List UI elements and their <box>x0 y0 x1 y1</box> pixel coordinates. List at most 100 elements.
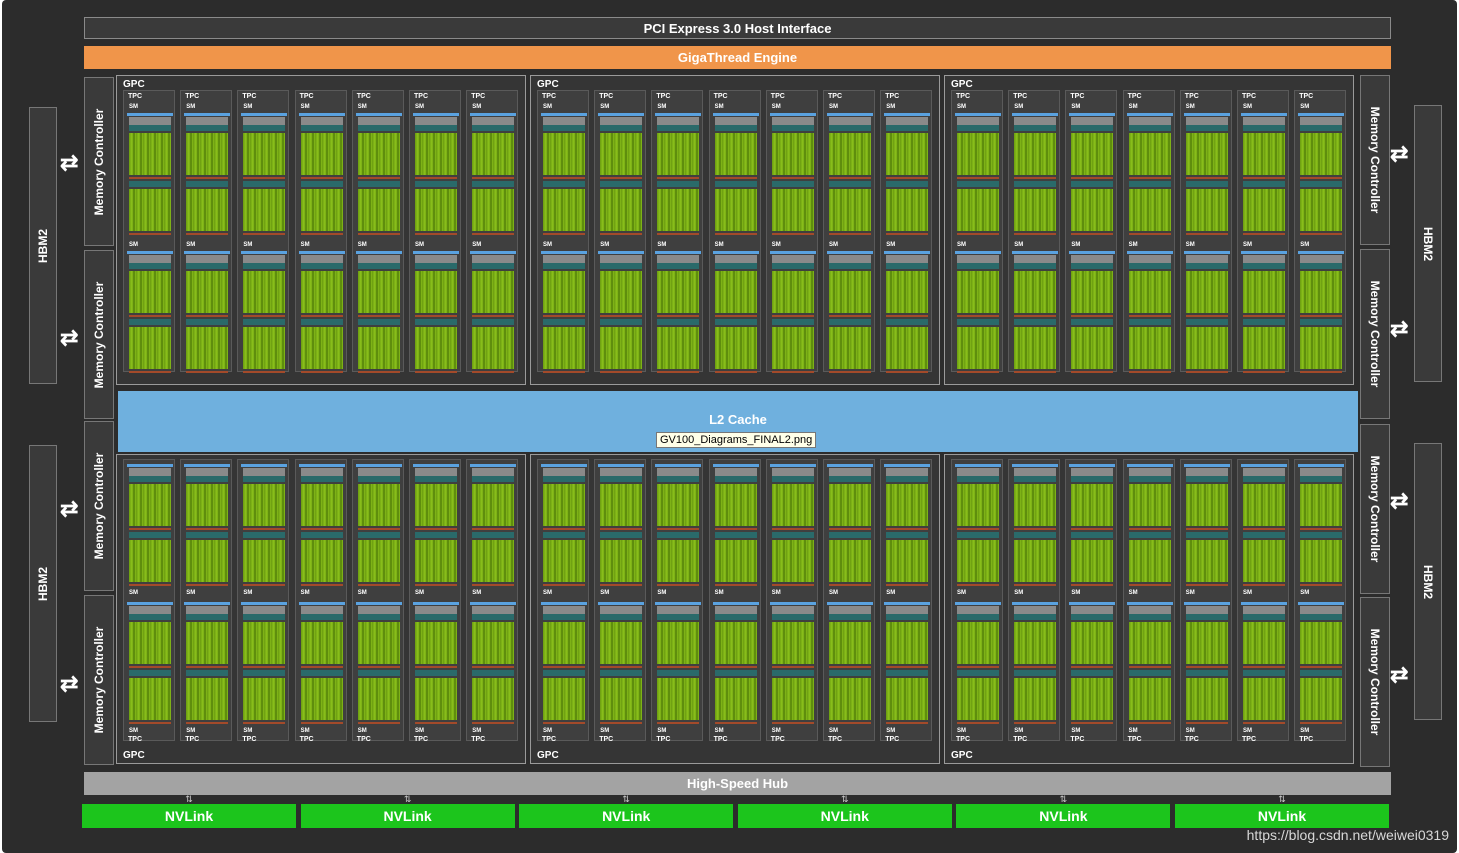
sm-red-segment <box>186 584 229 586</box>
sm-cores-segment <box>415 327 457 369</box>
sm-cores-segment <box>886 484 929 526</box>
sm-blue-segment <box>827 251 873 254</box>
sm-teal-segment <box>886 181 929 187</box>
sm-blue-segment <box>1012 464 1059 467</box>
sm-cores-segment <box>657 327 700 369</box>
sm-cores-segment <box>1071 484 1114 526</box>
sm-grey-segment <box>1014 468 1057 476</box>
sm-label: SM <box>1185 728 1195 734</box>
sm-label: SM <box>129 728 138 734</box>
tpc-block: TPC SM SM <box>765 90 818 373</box>
sm-cores-segment <box>543 189 585 231</box>
streaming-multiprocessor <box>598 111 645 237</box>
sm-red-segment <box>771 371 814 373</box>
sm-grey-segment <box>657 255 700 263</box>
sm-red-segment <box>357 177 400 179</box>
sm-cores-segment <box>1243 622 1285 664</box>
tpc-block: SM SM TPC <box>409 459 461 743</box>
sm-red-segment <box>1128 722 1171 724</box>
sm-teal-segment <box>543 476 585 482</box>
sm-teal-segment <box>829 670 871 676</box>
tpc-block: SM SM TPC <box>466 459 519 743</box>
sm-grey-segment <box>600 117 643 125</box>
sm-grey-segment <box>771 606 814 614</box>
sm-cores-segment <box>886 327 929 369</box>
sm-label: SM <box>415 728 424 734</box>
sm-red-segment <box>657 177 700 179</box>
sm-red-segment <box>415 722 457 724</box>
sm-grey-segment <box>1014 255 1057 263</box>
memory-controller-label: Memory Controller <box>92 626 106 734</box>
sm-red-segment <box>600 584 643 586</box>
sm-red-segment <box>1071 177 1114 179</box>
sm-label: SM <box>543 728 552 734</box>
sm-cores-segment <box>957 484 999 526</box>
sm-cores-segment <box>300 678 343 720</box>
sm-grey-segment <box>300 117 343 125</box>
streaming-multiprocessor <box>884 600 931 726</box>
sm-red-segment <box>600 177 643 179</box>
streaming-multiprocessor <box>298 111 345 237</box>
sm-grey-segment <box>543 117 585 125</box>
sm-grey-segment <box>1300 255 1343 263</box>
sm-blue-segment <box>1069 113 1116 116</box>
sm-red-segment <box>1128 584 1171 586</box>
sm-blue-segment <box>241 251 288 254</box>
sm-label: SM <box>300 242 310 248</box>
sm-cores-segment <box>1071 189 1114 231</box>
bidirectional-arrow-icon: ⇄ <box>60 150 79 175</box>
sm-teal-segment <box>957 476 999 482</box>
sm-red-segment <box>129 666 171 668</box>
sm-red-segment <box>357 528 400 530</box>
sm-teal-segment <box>657 181 700 187</box>
tpc-block: SM SM TPC <box>1122 459 1175 743</box>
hbm2-label: HBM2 <box>36 228 50 263</box>
sm-red-segment <box>186 233 229 235</box>
sm-cores-segment <box>415 271 457 313</box>
sm-teal-segment <box>886 263 929 269</box>
sm-cores-segment <box>829 189 871 231</box>
sm-red-segment <box>300 666 343 668</box>
sm-blue-segment <box>598 464 645 467</box>
sm-teal-segment <box>543 532 585 538</box>
tpc-label: TPC <box>356 93 371 100</box>
sm-blue-segment <box>1012 602 1059 605</box>
streaming-multiprocessor <box>127 600 173 726</box>
sm-grey-segment <box>186 255 229 263</box>
sm-teal-segment <box>1014 614 1057 620</box>
sm-grey-segment <box>1300 606 1343 614</box>
sm-grey-segment <box>186 606 229 614</box>
sm-red-segment <box>714 584 757 586</box>
tpc-label: TPC <box>599 736 614 743</box>
hbm2-label: HBM2 <box>1421 226 1435 261</box>
sm-red-segment <box>829 584 871 586</box>
sm-grey-segment <box>129 255 171 263</box>
sm-teal-segment <box>600 125 643 131</box>
up-down-arrow-icon: ⇅ <box>403 794 412 804</box>
sm-blue-segment <box>655 251 702 254</box>
sm-blue-segment <box>127 251 173 254</box>
hbm2-label: HBM2 <box>36 566 50 601</box>
sm-cores-segment <box>886 133 929 175</box>
sm-red-segment <box>357 315 400 317</box>
sm-cores-segment <box>1185 484 1228 526</box>
sm-teal-segment <box>357 476 400 482</box>
sm-blue-segment <box>955 602 1001 605</box>
sm-label: SM <box>357 728 367 734</box>
sm-cores-segment <box>829 327 871 369</box>
sm-label: SM <box>829 728 838 734</box>
sm-grey-segment <box>1128 468 1171 476</box>
sm-teal-segment <box>957 614 999 620</box>
sm-teal-segment <box>1300 532 1343 538</box>
hbm2-stack: HBM2 <box>1414 105 1442 382</box>
sm-red-segment <box>1243 584 1285 586</box>
sm-cores-segment <box>415 622 457 664</box>
tpc-label: TPC <box>185 93 200 100</box>
streaming-multiprocessor <box>298 600 345 726</box>
sm-red-segment <box>600 233 643 235</box>
sm-blue-segment <box>470 602 517 605</box>
sm-red-segment <box>472 233 515 235</box>
sm-teal-segment <box>1128 263 1171 269</box>
sm-teal-segment <box>472 125 515 131</box>
sm-label: SM <box>543 590 552 596</box>
